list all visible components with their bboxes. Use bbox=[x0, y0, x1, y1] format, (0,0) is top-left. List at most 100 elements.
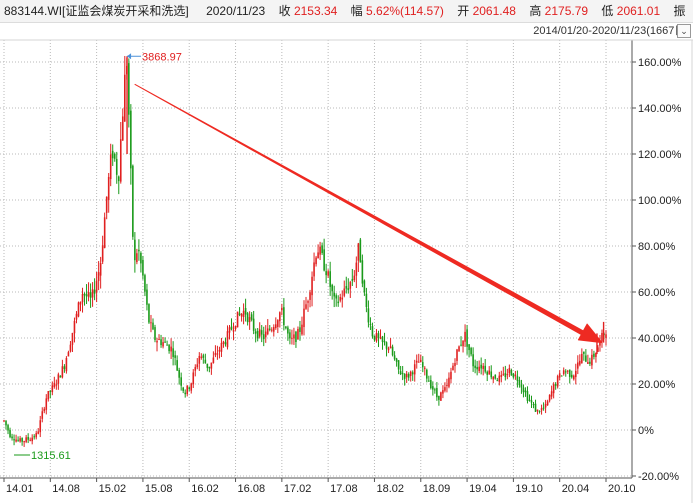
candle-body bbox=[35, 433, 38, 438]
candle-body bbox=[556, 376, 559, 387]
candle-body bbox=[262, 334, 265, 340]
candle-body bbox=[252, 318, 255, 331]
candle-body bbox=[377, 333, 380, 339]
candle-body bbox=[587, 362, 589, 364]
candle-body bbox=[562, 370, 565, 375]
candle-body bbox=[577, 362, 579, 369]
x-tick-label: 18.09 bbox=[423, 483, 451, 495]
candle-body bbox=[530, 400, 533, 403]
candle-body bbox=[369, 323, 372, 325]
security-code: 883144.WI[证监会煤炭开采和洗选] bbox=[4, 4, 189, 18]
candle-body bbox=[73, 320, 76, 334]
candle-body bbox=[552, 384, 555, 394]
candle-body bbox=[200, 356, 203, 358]
candle-body bbox=[279, 312, 281, 322]
candle-body bbox=[321, 245, 323, 254]
candle-body bbox=[450, 371, 452, 380]
candle-body bbox=[566, 370, 569, 372]
candle-body bbox=[367, 308, 370, 323]
candle-body bbox=[17, 439, 19, 441]
change-value: 5.62%(114.57) bbox=[366, 4, 444, 18]
candle-body bbox=[488, 370, 491, 375]
candle-body bbox=[591, 354, 593, 366]
candle-body bbox=[464, 331, 466, 342]
high-label: 高 bbox=[529, 4, 542, 18]
candle-body bbox=[222, 341, 225, 344]
candle-body bbox=[134, 239, 136, 261]
candle-body bbox=[214, 352, 217, 356]
candle-body bbox=[216, 353, 219, 355]
candle-body bbox=[383, 340, 386, 343]
open-value: 2061.48 bbox=[472, 4, 516, 18]
candle-body bbox=[403, 373, 406, 379]
candle-body bbox=[564, 371, 567, 373]
candle-body bbox=[254, 331, 257, 334]
candle-body bbox=[343, 288, 346, 296]
range-dropdown-button[interactable]: ⌄ bbox=[677, 24, 691, 38]
candle-body bbox=[351, 278, 354, 281]
candle-body bbox=[11, 436, 13, 439]
candle-body bbox=[583, 351, 585, 354]
x-tick-label: 20.10 bbox=[608, 483, 636, 495]
candle-body bbox=[75, 313, 78, 320]
candle-body bbox=[548, 394, 551, 401]
candle-body bbox=[140, 252, 142, 264]
quote-header: 883144.WI[证监会煤炭开采和洗选] 2020/11/23 收 2153.… bbox=[0, 0, 693, 23]
candle-body bbox=[289, 332, 291, 339]
candle-body bbox=[486, 371, 489, 375]
candle-body bbox=[77, 302, 80, 317]
candle-body bbox=[291, 337, 293, 339]
candle-body bbox=[448, 377, 450, 387]
candle-body bbox=[458, 346, 460, 352]
candle-body bbox=[210, 362, 213, 369]
candle-body bbox=[522, 387, 525, 393]
candle-body bbox=[601, 332, 603, 342]
candle-body bbox=[224, 342, 227, 345]
candle-body bbox=[347, 288, 350, 291]
candle-body bbox=[264, 331, 267, 338]
candle-body bbox=[174, 355, 176, 358]
close-value: 2153.34 bbox=[293, 4, 338, 18]
candle-body bbox=[198, 355, 201, 364]
open-label: 开 bbox=[457, 4, 470, 18]
candle-body bbox=[472, 354, 474, 367]
candle-body bbox=[45, 398, 48, 410]
x-tick-label: 20.04 bbox=[562, 483, 590, 495]
candle-body bbox=[585, 355, 587, 362]
y-tick-label: 60.00% bbox=[638, 287, 676, 299]
candle-body bbox=[65, 358, 68, 372]
candle-body bbox=[81, 293, 84, 303]
candle-body bbox=[128, 63, 130, 115]
candle-body bbox=[502, 373, 505, 375]
candle-body bbox=[150, 322, 152, 324]
candle-body bbox=[295, 331, 297, 343]
candle-body bbox=[293, 334, 295, 339]
candle-body bbox=[234, 326, 237, 330]
candle-body bbox=[528, 399, 531, 401]
candle-body bbox=[538, 410, 541, 413]
candle-body bbox=[256, 330, 259, 339]
candle-body bbox=[434, 389, 436, 391]
candle-body bbox=[275, 324, 277, 329]
candle-body bbox=[325, 271, 327, 276]
candle-body bbox=[419, 359, 422, 362]
candle-body bbox=[478, 366, 480, 371]
candle-body bbox=[142, 260, 144, 276]
candle-body bbox=[482, 365, 484, 369]
candle-body bbox=[432, 386, 434, 390]
x-tick-label: 19.04 bbox=[469, 483, 497, 495]
candle-body bbox=[337, 301, 340, 304]
candle-body bbox=[93, 289, 96, 294]
candle-body bbox=[164, 341, 166, 343]
candle-body bbox=[146, 289, 148, 305]
candle-body bbox=[160, 339, 162, 346]
candle-body bbox=[484, 365, 486, 372]
candle-body bbox=[31, 437, 33, 442]
candle-body bbox=[87, 292, 90, 297]
candle-body bbox=[204, 359, 207, 364]
candle-body bbox=[301, 324, 303, 335]
candle-body bbox=[136, 253, 138, 263]
x-tick-label: 14.08 bbox=[52, 483, 80, 495]
